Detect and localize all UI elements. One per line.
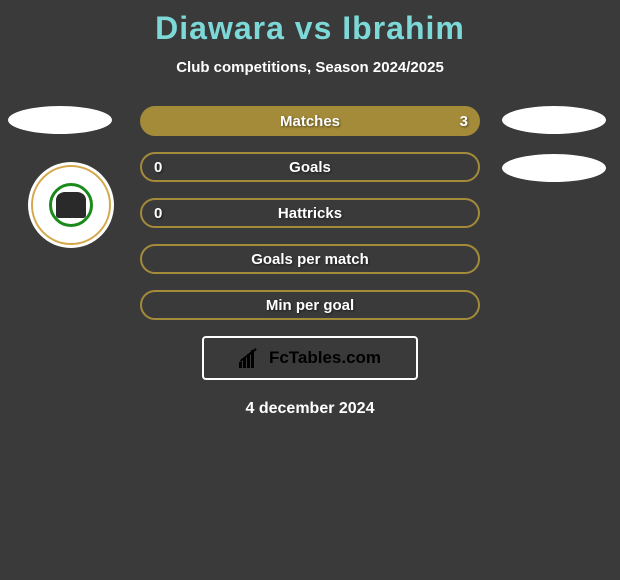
club-logo-left-ring <box>31 165 111 245</box>
stat-value-right: 3 <box>460 113 468 130</box>
page-subtitle: Club competitions, Season 2024/2025 <box>0 59 620 76</box>
stat-value-left: 0 <box>154 159 162 176</box>
stat-label: Goals <box>289 159 331 176</box>
stat-row-goals: 0 Goals <box>140 152 480 182</box>
stat-row-hattricks: 0 Hattricks <box>140 198 480 228</box>
stats-table: Matches 3 0 Goals 0 Hattricks Goals per … <box>140 106 480 320</box>
stat-label: Goals per match <box>251 251 369 268</box>
country-flag-left <box>8 106 112 134</box>
stat-label: Matches <box>280 113 340 130</box>
comparison-content: Matches 3 0 Goals 0 Hattricks Goals per … <box>0 106 620 418</box>
brand-badge: FcTables.com <box>202 336 418 380</box>
footer-date: 4 december 2024 <box>0 400 620 418</box>
club-logo-left-inner <box>49 183 93 227</box>
stat-row-matches: Matches 3 <box>140 106 480 136</box>
country-flag-right <box>502 106 606 134</box>
stat-row-goals-per-match: Goals per match <box>140 244 480 274</box>
club-logo-left <box>28 162 114 248</box>
stat-label: Min per goal <box>266 297 354 314</box>
club-logo-left-silhouette <box>56 192 86 218</box>
bar-chart-icon <box>239 348 263 368</box>
stat-value-left: 0 <box>154 205 162 222</box>
brand-text: FcTables.com <box>269 348 381 368</box>
stat-row-min-per-goal: Min per goal <box>140 290 480 320</box>
club-logo-right <box>502 154 606 182</box>
page-title: Diawara vs Ibrahim <box>0 0 620 47</box>
stat-label: Hattricks <box>278 205 342 222</box>
